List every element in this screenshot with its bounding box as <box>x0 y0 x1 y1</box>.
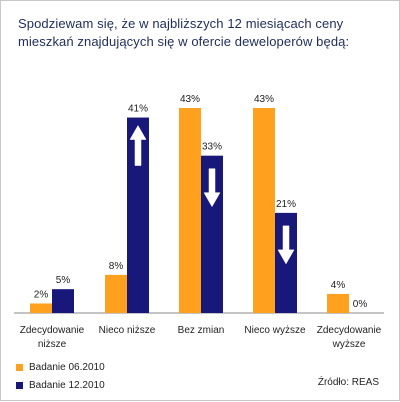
x-tick-label: Zdecydowanie wyższe <box>317 325 382 350</box>
data-label: 8% <box>109 261 124 272</box>
legend-item-06-2010: Badanie 06.2010 <box>16 358 105 376</box>
bar-jun-2 <box>179 108 201 313</box>
x-tick-label: Bez zmian <box>178 325 225 336</box>
legend-swatch-orange <box>16 363 23 371</box>
legend-label: Badanie 06.2010 <box>29 361 105 373</box>
data-label: 41% <box>128 104 148 115</box>
data-label: 0% <box>353 299 368 310</box>
legend-item-12-2010: Badanie 12.2010 <box>16 376 105 394</box>
arrow-down-icon <box>277 225 295 265</box>
bar-dec-0 <box>52 289 74 313</box>
arrow-down-icon <box>203 168 221 208</box>
bar-jun-4 <box>327 293 349 313</box>
data-label: 21% <box>276 199 296 210</box>
bar-jun-0 <box>30 303 52 313</box>
legend: Badanie 06.2010 Badanie 12.2010 <box>16 358 105 394</box>
bar-jun-3 <box>253 108 275 313</box>
x-tick-label: Zdecydowanie niższe <box>20 325 85 350</box>
data-label: 2% <box>34 289 49 300</box>
data-label: 4% <box>331 280 346 291</box>
x-tick-label: Nieco niższe <box>99 325 156 336</box>
data-label: 5% <box>56 275 71 286</box>
bar-jun-1 <box>105 274 127 313</box>
chart-title: Spodziewam się, że w najbliższych 12 mie… <box>18 16 350 49</box>
data-label: 43% <box>180 94 200 105</box>
x-tick-label: Nieco wyższe <box>244 325 306 336</box>
arrow-up-icon <box>129 125 147 166</box>
data-label: 43% <box>254 94 274 105</box>
source-note: Źródło: REAS <box>317 377 379 388</box>
legend-label: Badanie 12.2010 <box>29 379 105 391</box>
bar-dec-1 <box>127 117 149 313</box>
legend-swatch-navy <box>16 381 23 389</box>
data-label: 33% <box>202 142 222 153</box>
